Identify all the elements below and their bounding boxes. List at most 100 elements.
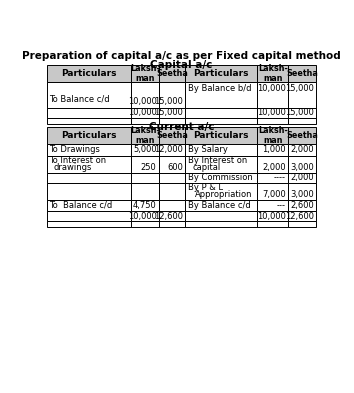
Text: 3,000: 3,000	[290, 163, 314, 173]
Text: 250: 250	[141, 163, 156, 173]
Text: 4,750: 4,750	[133, 201, 156, 210]
Bar	[289, 118, 316, 124]
Text: Laksh-
man: Laksh- man	[130, 64, 160, 83]
Bar	[131, 118, 159, 124]
Text: drawings: drawings	[53, 163, 92, 173]
Bar	[159, 82, 185, 108]
Text: 5,000: 5,000	[133, 145, 156, 154]
Text: Particulars: Particulars	[61, 131, 116, 140]
Text: Seetha: Seetha	[156, 131, 188, 140]
Bar	[257, 127, 289, 144]
Text: 3,000: 3,000	[290, 190, 314, 199]
Bar	[159, 200, 185, 211]
Bar	[131, 144, 159, 156]
Text: 2,000: 2,000	[262, 163, 286, 173]
Bar	[185, 108, 257, 118]
Bar	[289, 144, 316, 156]
Text: 10,000: 10,000	[128, 97, 156, 106]
Bar	[289, 221, 316, 227]
Bar	[131, 173, 159, 183]
Bar	[131, 82, 159, 108]
Text: To  Balance c/d: To Balance c/d	[49, 201, 112, 210]
Text: 10,000: 10,000	[128, 212, 156, 221]
Text: Particulars: Particulars	[194, 69, 249, 78]
Text: 600: 600	[167, 163, 183, 173]
Bar	[47, 118, 131, 124]
Bar	[257, 108, 289, 118]
Bar	[47, 173, 131, 183]
Bar	[257, 144, 289, 156]
Bar	[47, 82, 131, 108]
Bar	[185, 200, 257, 211]
Bar	[159, 108, 185, 118]
Text: By Salary: By Salary	[188, 145, 228, 154]
Bar	[47, 183, 131, 200]
Bar	[257, 82, 289, 108]
Bar	[257, 221, 289, 227]
Bar	[257, 173, 289, 183]
Bar	[131, 200, 159, 211]
Text: By Commission: By Commission	[188, 173, 252, 182]
Bar	[47, 127, 131, 144]
Bar	[289, 183, 316, 200]
Text: Current a/c: Current a/c	[149, 122, 214, 132]
Bar	[47, 108, 131, 118]
Bar	[159, 183, 185, 200]
Bar	[185, 183, 257, 200]
Bar	[289, 211, 316, 221]
Text: 2,600: 2,600	[290, 201, 314, 210]
Bar	[257, 118, 289, 124]
Text: 12,000: 12,000	[154, 145, 183, 154]
Bar	[185, 118, 257, 124]
Bar	[159, 127, 185, 144]
Bar	[47, 200, 131, 211]
Bar	[131, 211, 159, 221]
Text: 2,000: 2,000	[290, 173, 314, 182]
Bar	[185, 127, 257, 144]
Bar	[131, 156, 159, 173]
Text: To Balance c/d: To Balance c/d	[49, 94, 109, 103]
Text: By Balance b/d: By Balance b/d	[188, 84, 251, 93]
Bar	[289, 173, 316, 183]
Bar	[131, 221, 159, 227]
Text: ---: ---	[277, 201, 286, 210]
Bar	[257, 183, 289, 200]
Bar	[289, 200, 316, 211]
Text: 1,000: 1,000	[262, 145, 286, 154]
Bar	[185, 211, 257, 221]
Bar	[289, 108, 316, 118]
Bar	[159, 65, 185, 82]
Text: Laksh-
man: Laksh- man	[258, 126, 288, 145]
Text: 10,000: 10,000	[257, 84, 286, 93]
Text: Seetha: Seetha	[286, 131, 318, 140]
Bar	[131, 65, 159, 82]
Bar	[257, 65, 289, 82]
Bar	[289, 156, 316, 173]
Text: Seetha: Seetha	[156, 69, 188, 78]
Text: Particulars: Particulars	[194, 131, 249, 140]
Bar	[289, 65, 316, 82]
Bar	[159, 211, 185, 221]
Text: 7,000: 7,000	[262, 190, 286, 199]
Text: capital: capital	[192, 163, 221, 173]
Text: 12,600: 12,600	[285, 212, 314, 221]
Bar	[159, 173, 185, 183]
Bar	[159, 221, 185, 227]
Text: Appropriation: Appropriation	[195, 190, 252, 199]
Bar	[185, 173, 257, 183]
Text: 15,000: 15,000	[154, 97, 183, 106]
Text: 12,600: 12,600	[154, 212, 183, 221]
Bar	[185, 144, 257, 156]
Text: By Interest on: By Interest on	[188, 156, 247, 165]
Bar	[289, 82, 316, 108]
Text: Particulars: Particulars	[61, 69, 116, 78]
Text: Capital a/c: Capital a/c	[150, 60, 213, 70]
Bar	[257, 156, 289, 173]
Text: By Balance c/d: By Balance c/d	[188, 201, 250, 210]
Bar	[159, 144, 185, 156]
Bar	[185, 221, 257, 227]
Bar	[47, 211, 131, 221]
Text: 15,000: 15,000	[285, 108, 314, 118]
Text: 10,000: 10,000	[257, 108, 286, 118]
Text: Seetha: Seetha	[286, 69, 318, 78]
